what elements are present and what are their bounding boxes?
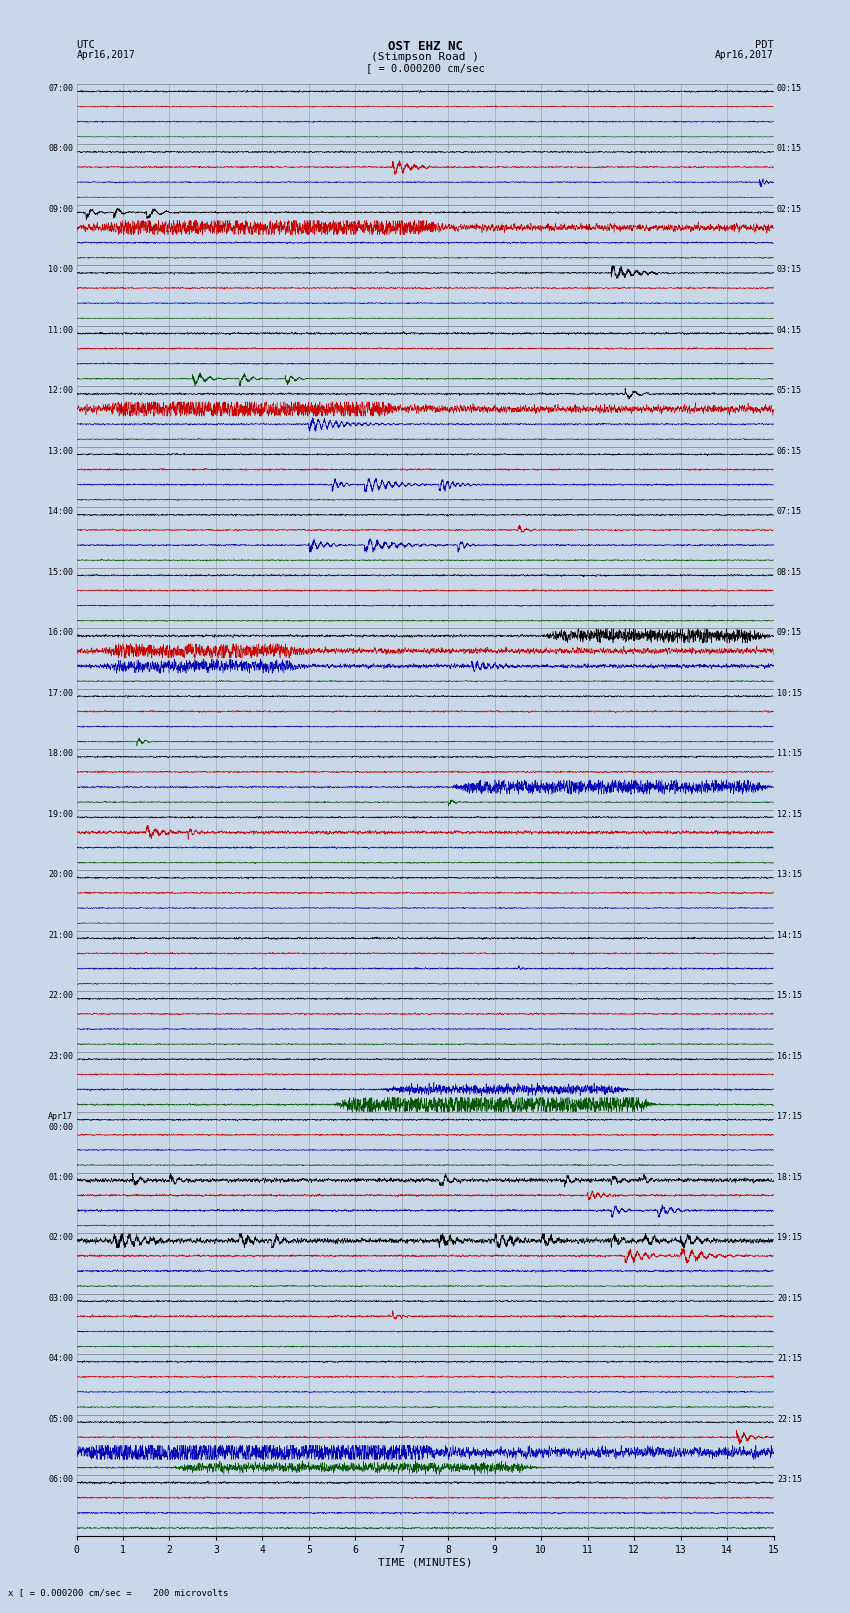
Text: 15:00: 15:00	[48, 568, 73, 577]
Text: PDT: PDT	[755, 40, 774, 50]
Text: 08:15: 08:15	[777, 568, 802, 577]
Text: 05:00: 05:00	[48, 1415, 73, 1424]
Text: Apr16,2017: Apr16,2017	[76, 50, 135, 60]
Text: OST EHZ NC: OST EHZ NC	[388, 40, 462, 53]
Text: 17:15: 17:15	[777, 1113, 802, 1121]
Text: 00:15: 00:15	[777, 84, 802, 94]
Text: 18:00: 18:00	[48, 748, 73, 758]
Text: 19:00: 19:00	[48, 810, 73, 819]
Text: 04:15: 04:15	[777, 326, 802, 336]
Text: 10:00: 10:00	[48, 265, 73, 274]
Text: 17:00: 17:00	[48, 689, 73, 698]
Text: 03:15: 03:15	[777, 265, 802, 274]
Text: 18:15: 18:15	[777, 1173, 802, 1182]
Text: 06:15: 06:15	[777, 447, 802, 456]
Text: (Stimpson Road ): (Stimpson Road )	[371, 52, 479, 61]
Text: 22:15: 22:15	[777, 1415, 802, 1424]
Text: 09:15: 09:15	[777, 627, 802, 637]
Text: 23:00: 23:00	[48, 1052, 73, 1061]
Text: 11:15: 11:15	[777, 748, 802, 758]
Text: Apr17
00:00: Apr17 00:00	[48, 1113, 73, 1132]
Text: 06:00: 06:00	[48, 1474, 73, 1484]
Text: 02:00: 02:00	[48, 1232, 73, 1242]
X-axis label: TIME (MINUTES): TIME (MINUTES)	[377, 1558, 473, 1568]
Text: 23:15: 23:15	[777, 1474, 802, 1484]
Text: 14:00: 14:00	[48, 506, 73, 516]
Text: 20:00: 20:00	[48, 871, 73, 879]
Text: 14:15: 14:15	[777, 931, 802, 940]
Text: 13:15: 13:15	[777, 871, 802, 879]
Text: 07:00: 07:00	[48, 84, 73, 94]
Text: 09:00: 09:00	[48, 205, 73, 215]
Text: 13:00: 13:00	[48, 447, 73, 456]
Text: 05:15: 05:15	[777, 387, 802, 395]
Text: 12:00: 12:00	[48, 387, 73, 395]
Text: 21:00: 21:00	[48, 931, 73, 940]
Text: 02:15: 02:15	[777, 205, 802, 215]
Text: x [ = 0.000200 cm/sec =    200 microvolts: x [ = 0.000200 cm/sec = 200 microvolts	[8, 1587, 229, 1597]
Text: 20:15: 20:15	[777, 1294, 802, 1303]
Text: 01:00: 01:00	[48, 1173, 73, 1182]
Text: 21:15: 21:15	[777, 1353, 802, 1363]
Text: 10:15: 10:15	[777, 689, 802, 698]
Text: 07:15: 07:15	[777, 506, 802, 516]
Text: Apr16,2017: Apr16,2017	[715, 50, 774, 60]
Text: 16:00: 16:00	[48, 627, 73, 637]
Text: 04:00: 04:00	[48, 1353, 73, 1363]
Text: 12:15: 12:15	[777, 810, 802, 819]
Text: 19:15: 19:15	[777, 1232, 802, 1242]
Text: 01:15: 01:15	[777, 145, 802, 153]
Text: 16:15: 16:15	[777, 1052, 802, 1061]
Text: 03:00: 03:00	[48, 1294, 73, 1303]
Text: 11:00: 11:00	[48, 326, 73, 336]
Text: [ = 0.000200 cm/sec: [ = 0.000200 cm/sec	[366, 63, 484, 73]
Text: 15:15: 15:15	[777, 990, 802, 1000]
Text: 08:00: 08:00	[48, 145, 73, 153]
Text: UTC: UTC	[76, 40, 95, 50]
Text: 22:00: 22:00	[48, 990, 73, 1000]
